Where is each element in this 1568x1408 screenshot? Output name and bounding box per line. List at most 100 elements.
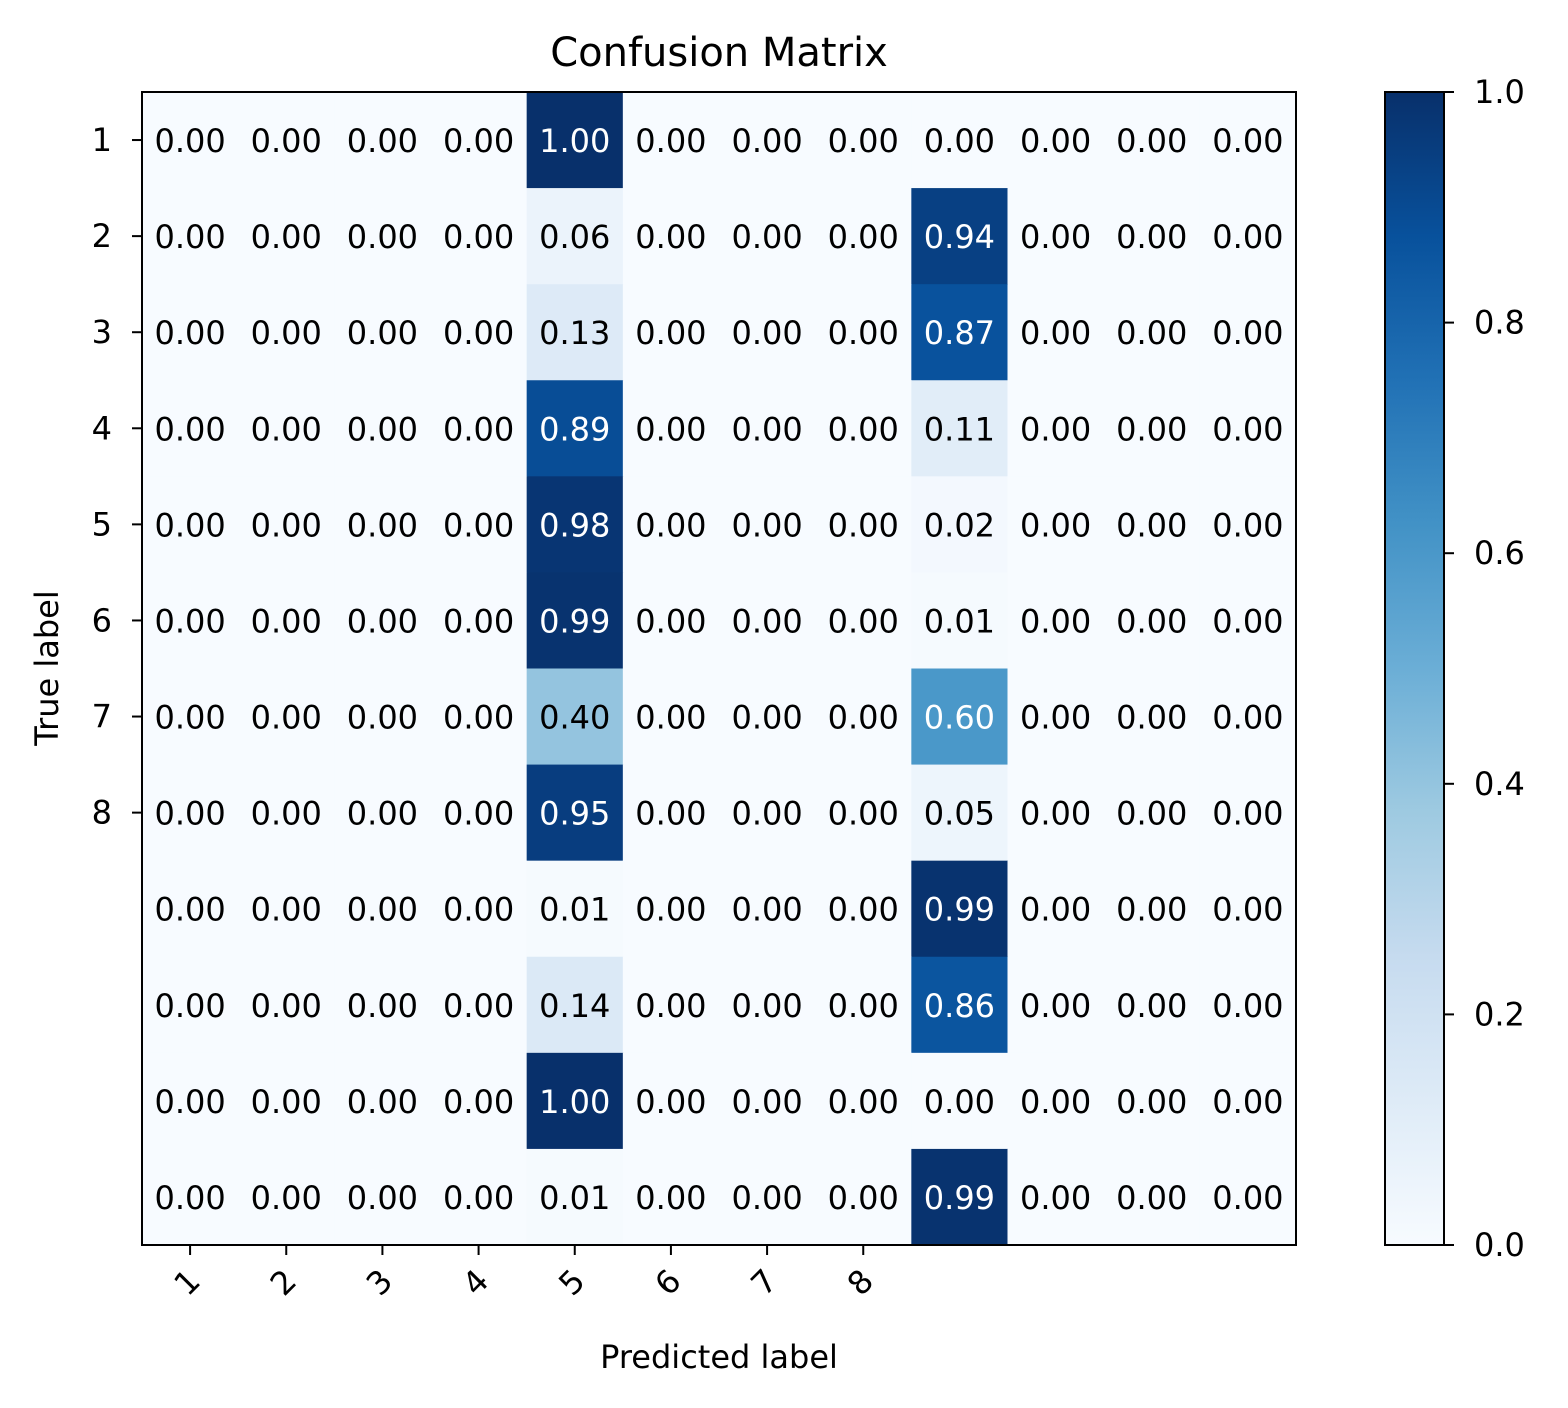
heatmap-cell <box>622 860 720 958</box>
heatmap-cell <box>526 284 624 381</box>
heatmap-cell <box>238 188 335 285</box>
colorbar-tick-label: 0.2 <box>1474 995 1525 1033</box>
cell-value: 0.00 <box>635 987 706 1025</box>
heatmap-cell <box>911 1052 1008 1150</box>
heatmap-cell <box>719 188 816 285</box>
heatmap-cell <box>1103 572 1201 669</box>
cell-value: 0.00 <box>154 795 225 833</box>
y-tick-label: 1 <box>92 121 112 159</box>
heatmap-cell <box>1007 956 1105 1054</box>
y-axis-label: True label <box>28 590 66 747</box>
cell-value: 0.00 <box>1116 699 1187 737</box>
chart-title: Confusion Matrix <box>550 30 888 76</box>
cell-value: 0.00 <box>828 1083 899 1121</box>
heatmap-cell <box>238 860 335 958</box>
colorbar-tick-label: 0.0 <box>1474 1226 1525 1264</box>
cell-value: 0.00 <box>251 987 322 1025</box>
heatmap-cell <box>430 956 528 1054</box>
cell-value: 0.00 <box>443 699 514 737</box>
cell-value: 0.00 <box>347 891 418 929</box>
cell-value: 0.00 <box>443 314 514 352</box>
heatmap-cell <box>142 860 239 958</box>
heatmap-cell <box>911 380 1008 477</box>
cell-value: 0.00 <box>635 506 706 544</box>
cell-value: 0.00 <box>251 602 322 640</box>
heatmap-cell <box>142 188 239 285</box>
heatmap-cell <box>622 284 720 381</box>
cell-value: 0.99 <box>924 891 995 929</box>
cell-value: 0.14 <box>539 987 610 1025</box>
cell-value: 0.00 <box>251 122 322 160</box>
cell-value: 0.00 <box>635 602 706 640</box>
cell-value: 0.00 <box>731 506 802 544</box>
cell-value: 0.00 <box>251 1179 322 1217</box>
heatmap-cell <box>719 668 816 766</box>
colorbar-tick-label: 0.8 <box>1474 304 1525 342</box>
heatmap-cell <box>430 380 528 477</box>
cell-value: 0.00 <box>1116 795 1187 833</box>
heatmap-cell <box>142 956 239 1054</box>
heatmap-cell <box>1007 92 1105 189</box>
heatmap-cell <box>142 668 239 766</box>
cell-value: 0.00 <box>251 1083 322 1121</box>
cell-value: 0.00 <box>154 314 225 352</box>
heatmap-cell <box>1007 668 1105 766</box>
heatmap-cell <box>430 284 528 381</box>
heatmap-cell <box>719 1148 816 1246</box>
heatmap-cell <box>142 284 239 381</box>
heatmap-cell <box>238 764 335 862</box>
cell-value: 0.00 <box>1212 410 1283 448</box>
y-tick-label: 5 <box>92 505 112 543</box>
heatmap-cell <box>815 380 912 477</box>
heatmap-cell <box>238 284 335 381</box>
cell-value: 0.00 <box>731 314 802 352</box>
cell-value: 0.00 <box>154 410 225 448</box>
cell-value: 0.00 <box>1020 602 1091 640</box>
cell-value: 0.00 <box>1020 122 1091 160</box>
cell-value: 0.00 <box>1116 987 1187 1025</box>
heatmap-cell <box>526 1148 624 1246</box>
cell-value: 0.01 <box>539 1179 610 1217</box>
heatmap-cell <box>719 476 816 573</box>
cell-value: 0.00 <box>828 891 899 929</box>
heatmap-cell <box>142 1148 239 1246</box>
cell-value: 0.00 <box>154 122 225 160</box>
cell-value: 0.00 <box>731 602 802 640</box>
heatmap-cell <box>622 572 720 669</box>
x-tick-label: 2 <box>263 1262 304 1303</box>
heatmap-cell <box>622 92 720 189</box>
cell-value: 0.00 <box>154 506 225 544</box>
cell-value: 0.00 <box>828 218 899 256</box>
heatmap-cell <box>1007 764 1105 862</box>
heatmap-cell <box>334 572 431 669</box>
heatmap-cell <box>1199 188 1297 285</box>
heatmap-cell <box>622 668 720 766</box>
cell-value: 0.00 <box>1212 891 1283 929</box>
cell-value: 0.00 <box>924 122 995 160</box>
heatmap-cell <box>815 284 912 381</box>
cell-value: 0.00 <box>731 987 802 1025</box>
cell-value: 0.00 <box>1212 602 1283 640</box>
cell-value: 0.00 <box>828 699 899 737</box>
heatmap-cell <box>430 572 528 669</box>
cell-value: 0.00 <box>347 699 418 737</box>
heatmap-cell <box>911 284 1008 381</box>
y-tick-label: 7 <box>92 698 112 736</box>
heatmap-cell <box>526 764 624 862</box>
y-tick-label: 2 <box>92 217 112 255</box>
heatmap-cell <box>719 764 816 862</box>
heatmap-cell <box>238 476 335 573</box>
cell-value: 0.13 <box>539 314 610 352</box>
heatmap-cell <box>238 380 335 477</box>
cell-value: 0.06 <box>539 218 610 256</box>
cell-value: 0.00 <box>1212 506 1283 544</box>
cell-value: 0.00 <box>1116 602 1187 640</box>
plot-frame <box>141 91 1297 1246</box>
cell-value: 0.00 <box>443 795 514 833</box>
cell-value: 0.00 <box>1116 1179 1187 1217</box>
heatmap-cell <box>911 188 1008 285</box>
heatmap-cell <box>238 668 335 766</box>
heatmap-cell <box>526 668 624 766</box>
cell-value: 0.00 <box>251 506 322 544</box>
heatmap-cell <box>1007 1052 1105 1150</box>
